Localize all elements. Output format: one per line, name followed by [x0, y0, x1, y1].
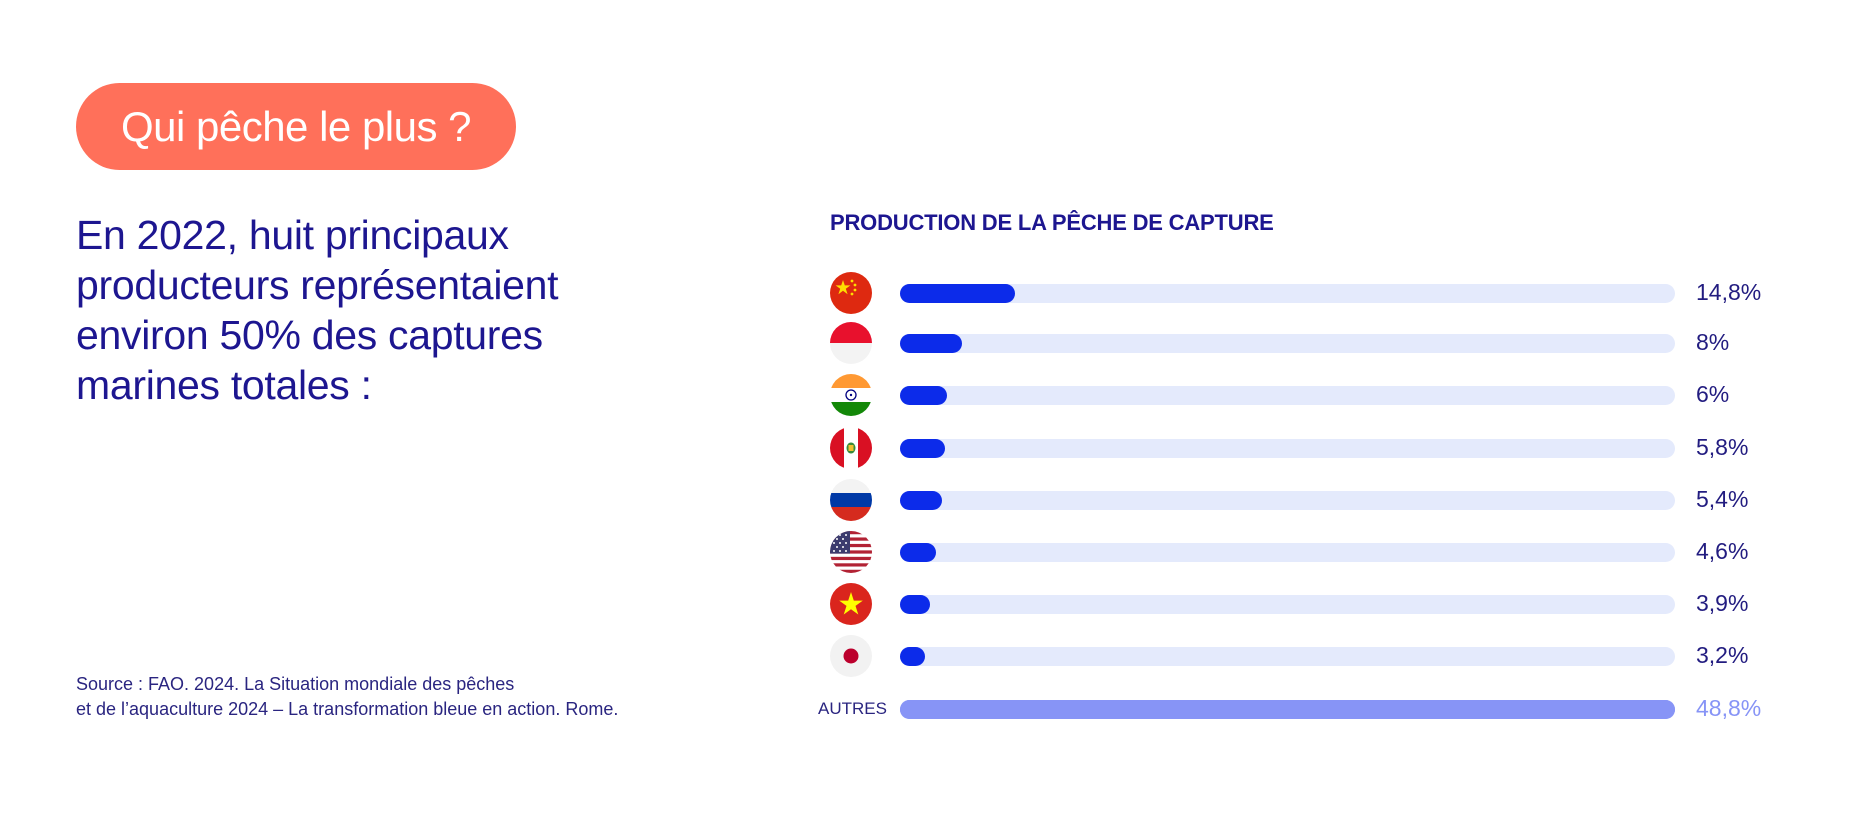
- bar: [900, 439, 945, 458]
- value-label: 48,8%: [1696, 695, 1762, 721]
- bar-row: 6%: [0, 374, 1850, 418]
- bar-track: [900, 647, 1675, 666]
- bar-track: [900, 439, 1675, 458]
- title-badge: Qui pêche le plus ?: [76, 83, 516, 170]
- bar: [900, 334, 962, 353]
- bar-row: 4,6%: [0, 531, 1850, 575]
- value-label: 5,4%: [1696, 486, 1749, 512]
- category-label-others: AUTRES: [818, 699, 887, 718]
- japan-flag-icon: [830, 635, 872, 677]
- bar-row: 8%: [0, 322, 1850, 366]
- source-line-1: Source : FAO. 2024. La Situation mondial…: [76, 674, 515, 694]
- bar-row: 3,2%: [0, 635, 1850, 679]
- bar-row: 14,8%: [0, 272, 1850, 316]
- bar-track: [900, 700, 1675, 719]
- title-badge-text: Qui pêche le plus ?: [120, 102, 472, 150]
- bar-track: [900, 334, 1675, 353]
- headline: En 2022, huit principaux producteurs rep…: [76, 212, 559, 408]
- bar: [900, 595, 930, 614]
- value-label: 3,9%: [1696, 590, 1749, 616]
- china-flag-icon: [830, 272, 872, 314]
- bar: [900, 647, 925, 666]
- value-label: 6%: [1696, 381, 1730, 407]
- value-label: 4,6%: [1696, 538, 1749, 564]
- bar-track: [900, 491, 1675, 510]
- bar-row: 5,8%: [0, 427, 1850, 471]
- bar: [900, 700, 1675, 719]
- bar-row: 5,4%: [0, 479, 1850, 523]
- usa-flag-icon: [830, 531, 872, 573]
- peru-flag-icon: [830, 427, 872, 469]
- russia-flag-icon: [830, 479, 872, 521]
- bar: [900, 284, 1015, 303]
- bar-track: [900, 284, 1675, 303]
- bar: [900, 386, 947, 405]
- value-label: 5,8%: [1696, 434, 1749, 460]
- value-label: 14,8%: [1696, 279, 1762, 305]
- bar-track: [900, 595, 1675, 614]
- india-flag-icon: [830, 374, 872, 416]
- bar-track: [900, 386, 1675, 405]
- source-line-2: et de l’aquaculture 2024 – La transforma…: [76, 699, 619, 719]
- indonesia-flag-icon: [830, 322, 872, 364]
- bar-row-others: AUTRES 48,8%: [0, 688, 1850, 732]
- vietnam-flag-icon: [830, 583, 872, 625]
- chart-title: PRODUCTION DE LA PÊCHE DE CAPTURE: [830, 210, 1274, 235]
- value-label: 3,2%: [1696, 642, 1749, 668]
- bar: [900, 491, 942, 510]
- source-note: Source : FAO. 2024. La Situation mondial…: [76, 672, 796, 722]
- bar-track: [900, 543, 1675, 562]
- bar-row: 3,9%: [0, 583, 1850, 627]
- bar: [900, 543, 936, 562]
- value-label: 8%: [1696, 329, 1730, 355]
